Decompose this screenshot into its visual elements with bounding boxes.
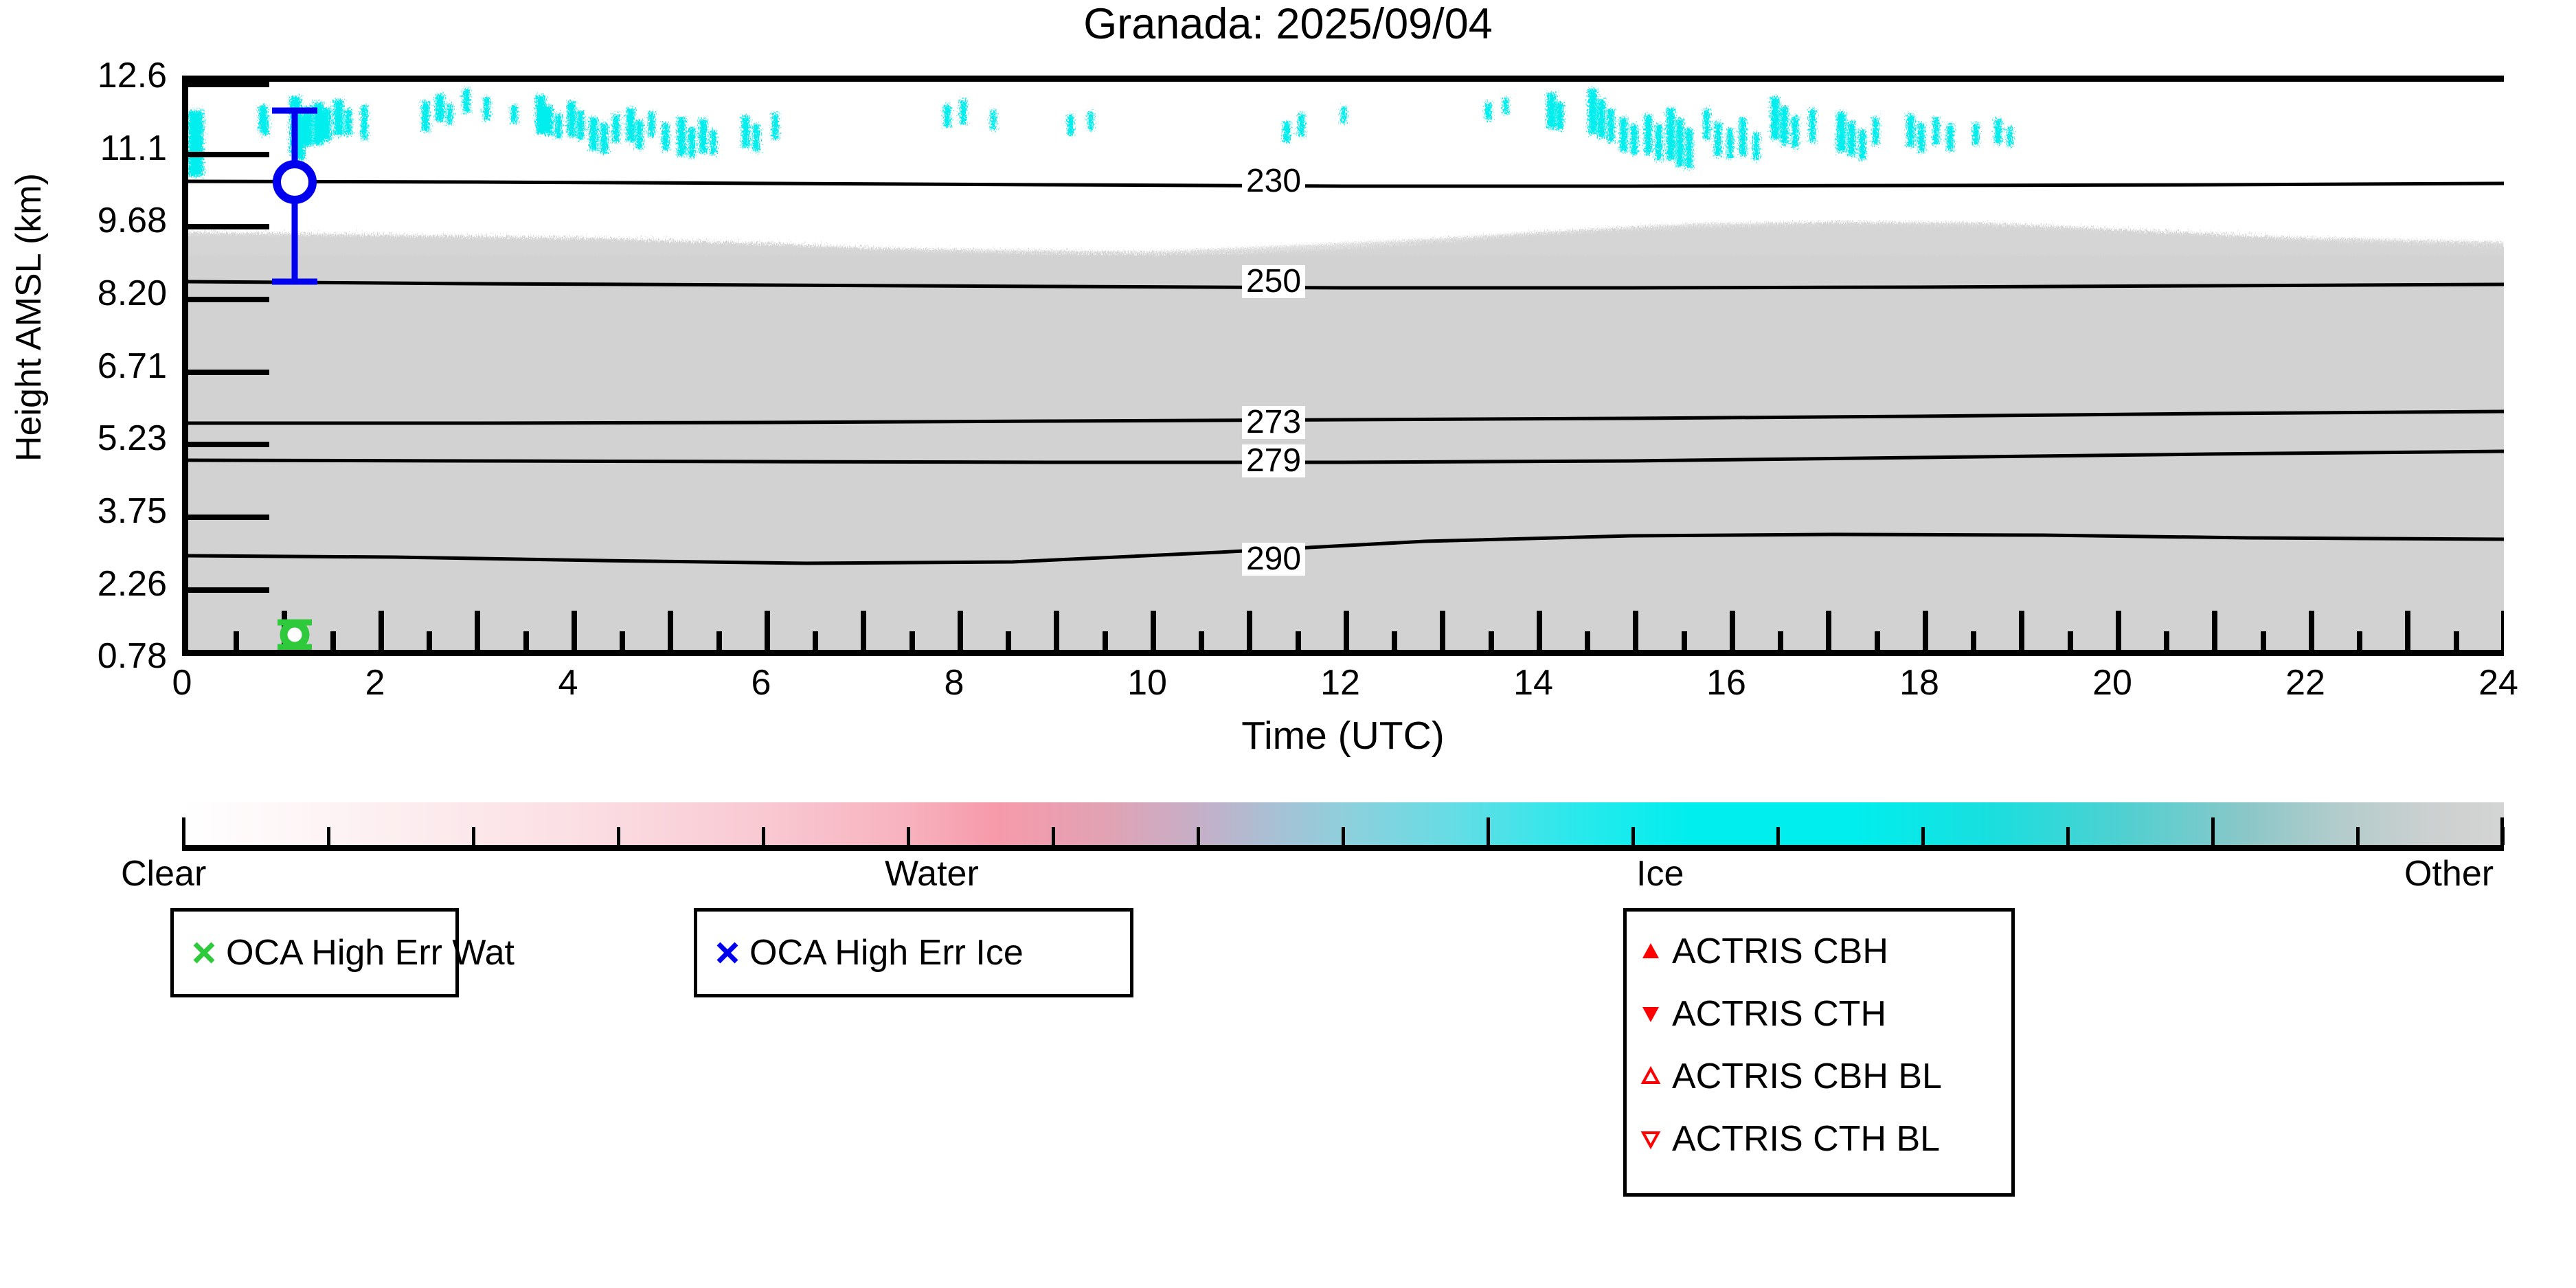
legend-label: ACTRIS CTH — [1672, 994, 1886, 1034]
y-axis-ticks — [188, 82, 269, 593]
x-tick-label: 12 — [1320, 663, 1360, 703]
plot-canvas: 230 250 273 279 290 — [188, 82, 2504, 650]
contour-label-250: 250 — [1241, 265, 1306, 298]
triangle-down-filled-icon — [1636, 999, 1665, 1028]
x-tick-label: 14 — [1513, 663, 1553, 703]
x-axis-ticks — [234, 611, 2504, 650]
isotherm-contours — [188, 179, 2504, 565]
page-title: Granada: 2025/09/04 — [1083, 0, 1493, 48]
triangle-up-filled-icon — [1636, 937, 1665, 966]
colorbar-tick — [2500, 817, 2504, 845]
legend-oca-high-err-ice[interactable]: OCA High Err Ice — [694, 908, 1133, 997]
legend-item-actris-cth-bl[interactable]: ACTRIS CTH BL — [1636, 1118, 1940, 1160]
contour-label-279: 279 — [1241, 444, 1306, 477]
plot-area[interactable]: 230 250 273 279 290 — [182, 76, 2504, 656]
colorbar-tick — [1052, 827, 1055, 845]
x-tick-label: 22 — [2285, 663, 2325, 703]
triangle-up-open-icon — [1636, 1062, 1665, 1091]
colorbar-tick — [472, 827, 475, 845]
legend-actris[interactable]: ACTRIS CBH ACTRIS CTH ACTRIS CBH BL ACTR… — [1623, 908, 2015, 1197]
x-tick-label: 10 — [1127, 663, 1167, 703]
triangle-down-open-icon — [1636, 1125, 1665, 1153]
x-tick-label: 8 — [944, 663, 964, 703]
x-tick-label: 24 — [2478, 663, 2518, 703]
contour-label-230: 230 — [1241, 165, 1306, 198]
legend-label: OCA High Err Wat — [226, 933, 515, 973]
x-marker-green-icon — [188, 936, 221, 969]
colorbar-tick — [1921, 827, 1925, 845]
colorbar-tick — [617, 827, 620, 845]
oca-ice-errorbar[interactable] — [272, 107, 317, 285]
colorbar-tick — [1776, 827, 1780, 845]
aerosol-layer — [188, 223, 2504, 650]
colorbar-tick — [1487, 817, 1490, 845]
contour-label-273: 273 — [1241, 406, 1306, 439]
legend-label: ACTRIS CBH BL — [1672, 1057, 1942, 1096]
legend-label: OCA High Err Ice — [749, 933, 1024, 973]
legend-label: ACTRIS CBH — [1672, 931, 1888, 971]
colorbar-tick — [2066, 827, 2070, 845]
colorbar-label-water: Water — [885, 854, 979, 894]
x-tick-label: 2 — [365, 663, 385, 703]
colorbar-tick — [1342, 827, 1345, 845]
legend-item-actris-cth[interactable]: ACTRIS CTH — [1636, 993, 1886, 1035]
colorbar-axis-line — [182, 845, 2504, 851]
x-tick-label: 4 — [558, 663, 578, 703]
x-axis-label: Time (UTC) — [1241, 714, 1445, 758]
x-tick-label: 0 — [172, 663, 192, 703]
x-tick-labels: 0 2 4 6 8 10 12 14 16 18 20 22 24 — [172, 663, 2518, 713]
x-tick-label: 18 — [1899, 663, 1939, 703]
y-tick-label: 6.71 — [97, 346, 167, 386]
colorbar-label-ice: Ice — [1636, 854, 1684, 894]
colorbar-tick — [907, 827, 910, 845]
x-tick-label: 6 — [751, 663, 771, 703]
colorbar-tick — [182, 817, 185, 845]
y-tick-label: 8.20 — [97, 273, 167, 313]
colorbar-tick — [762, 827, 765, 845]
y-tick-labels: 12.6 11.1 9.68 8.20 6.71 5.23 3.75 2.26 … — [0, 58, 175, 674]
colorbar-label-other: Other — [2404, 854, 2494, 894]
x-tick-label: 20 — [2092, 663, 2132, 703]
y-tick-label: 11.1 — [100, 128, 167, 168]
y-tick-label: 3.75 — [97, 491, 167, 531]
x-tick-label: 16 — [1706, 663, 1746, 703]
y-tick-label: 9.68 — [97, 201, 167, 240]
y-tick-label: 12.6 — [97, 56, 167, 95]
contour-label-290: 290 — [1241, 543, 1306, 576]
y-tick-label: 0.78 — [97, 636, 167, 676]
colorbar-tick — [1197, 827, 1200, 845]
colorbar-tick — [2356, 827, 2360, 845]
y-tick-label: 2.26 — [97, 564, 167, 604]
x-marker-blue-icon — [711, 936, 744, 969]
oca-wat-errorbar[interactable] — [278, 619, 312, 650]
colorbar-tick — [2211, 817, 2215, 845]
plot-graphics — [188, 82, 2504, 650]
colorbar-tick — [1631, 827, 1635, 845]
legend-label: ACTRIS CTH BL — [1672, 1119, 1941, 1159]
colorbar-tick — [327, 827, 330, 845]
legend-oca-high-err-wat[interactable]: OCA High Err Wat — [170, 908, 515, 997]
ice-cloud-pixels — [188, 89, 2013, 177]
y-tick-label: 5.23 — [97, 418, 167, 458]
legend-item-actris-cbh-bl[interactable]: ACTRIS CBH BL — [1636, 1056, 1942, 1097]
colorbar-label-clear: Clear — [121, 854, 207, 894]
legend-item-actris-cbh[interactable]: ACTRIS CBH — [1636, 931, 1888, 972]
colorbar[interactable]: Clear Water Ice Other — [121, 802, 2505, 892]
